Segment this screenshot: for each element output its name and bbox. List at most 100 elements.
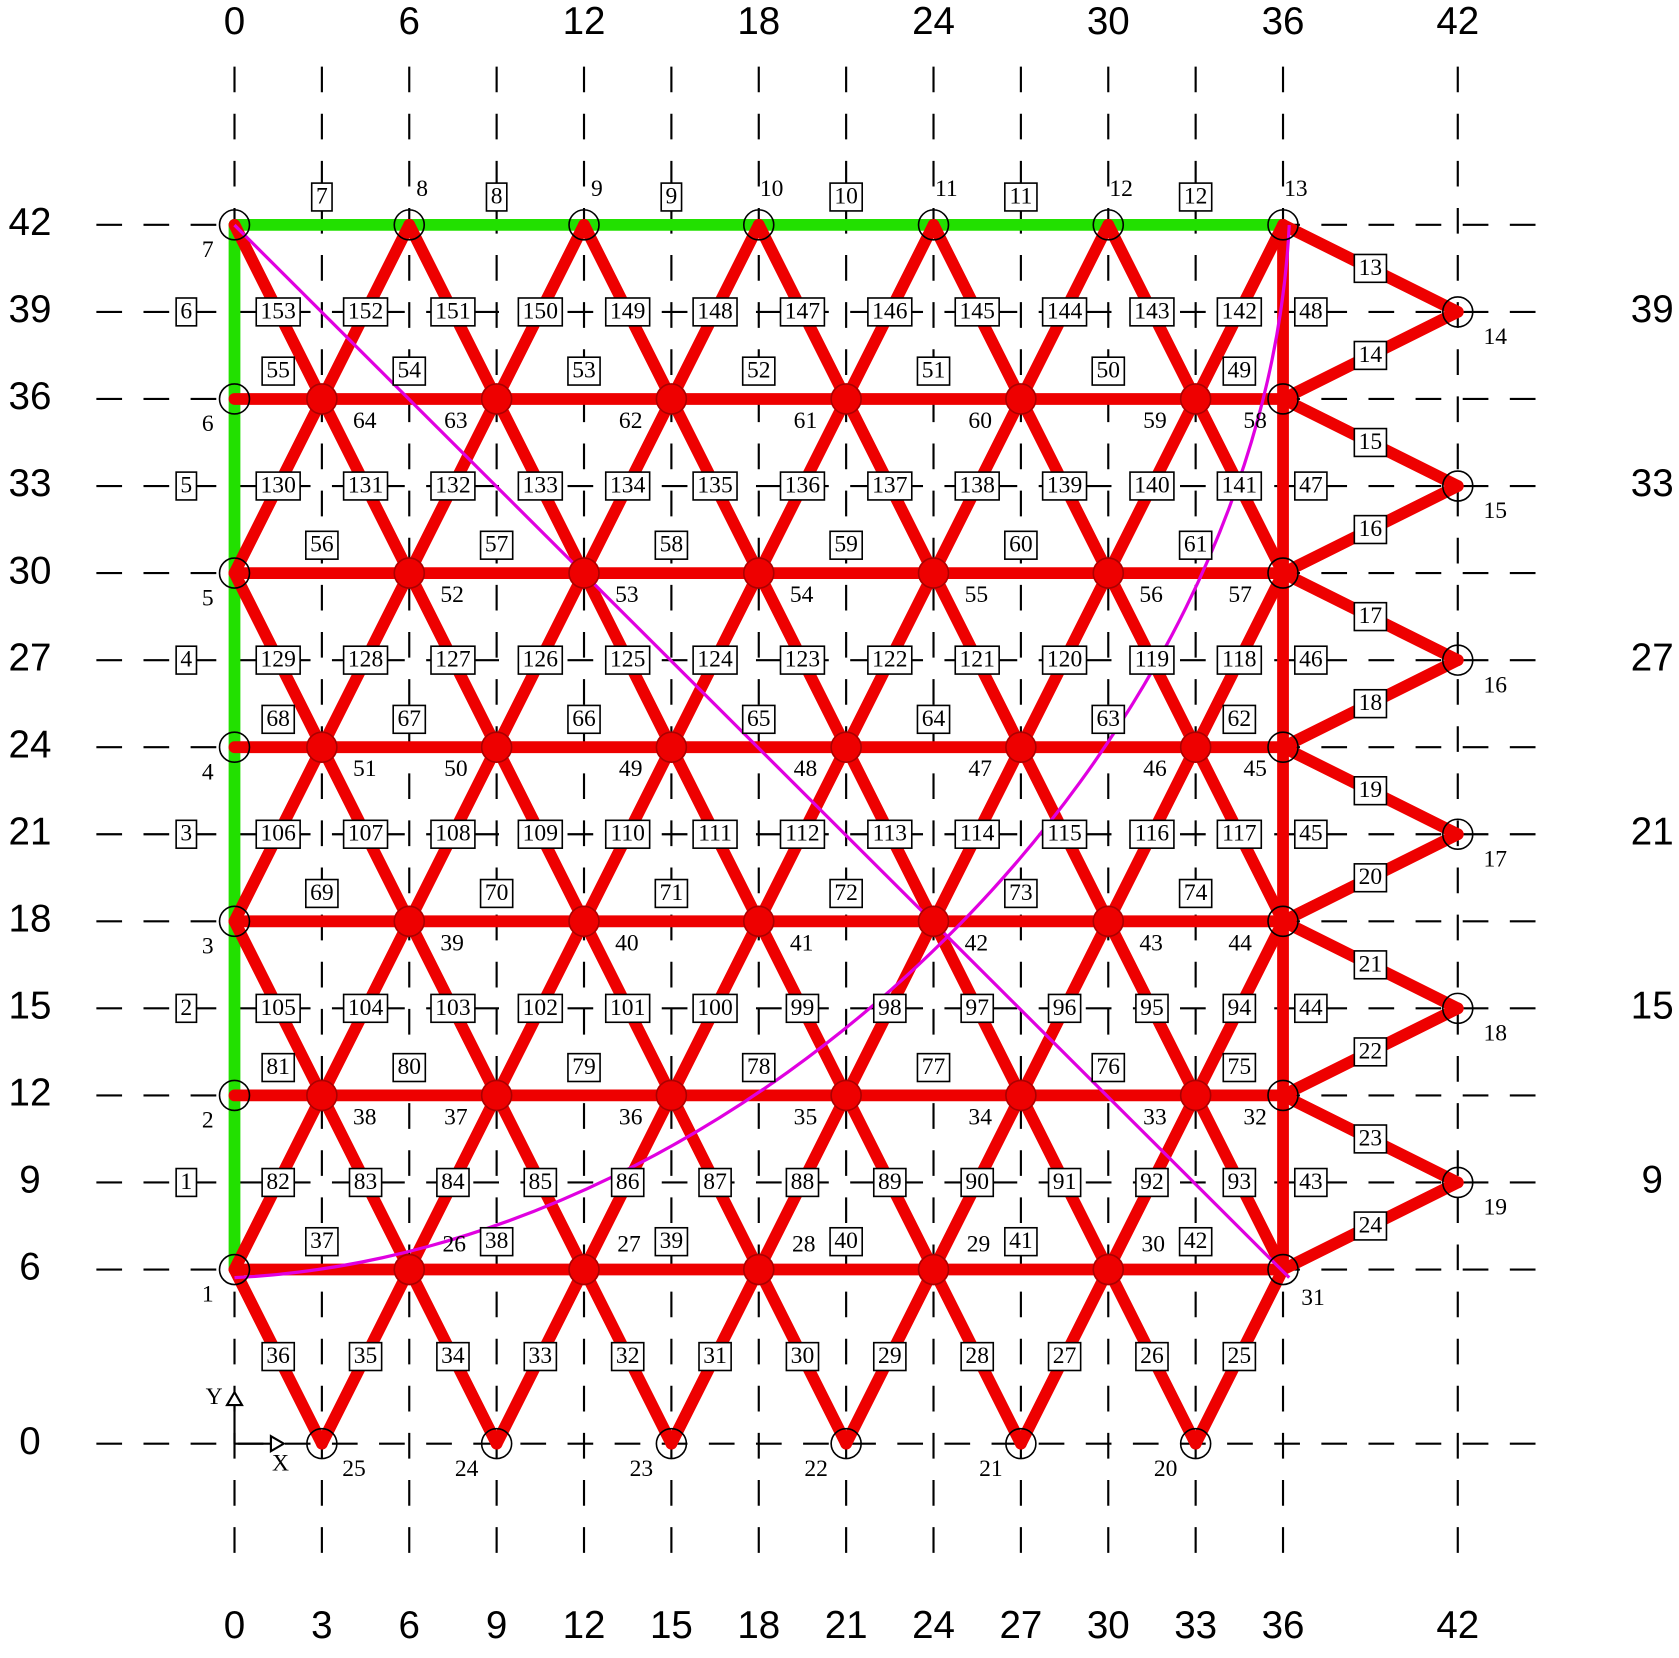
element-label-box: [567, 356, 601, 386]
node: [830, 383, 862, 415]
node: [655, 731, 688, 763]
element-label-box: [1047, 993, 1082, 1024]
x-tick-label: 12: [563, 0, 606, 43]
element-label-box: [517, 471, 564, 501]
element-label: 86: [616, 1169, 640, 1195]
element-label-box: [604, 471, 651, 501]
node-label: 21: [979, 1456, 1003, 1482]
element-label-box: [342, 645, 389, 675]
node: [742, 557, 775, 589]
element-label-box: [741, 704, 776, 735]
element-label-box: [867, 819, 913, 849]
node-label: 7: [202, 237, 214, 263]
element-label: 7: [316, 183, 328, 209]
element-label-box: [610, 1341, 645, 1372]
element-label: 46: [1299, 647, 1323, 673]
element-label: 54: [397, 358, 421, 384]
element-label-box: [1293, 993, 1328, 1024]
element-label: 4: [180, 647, 192, 673]
element-label: 147: [785, 298, 821, 324]
element-label: 97: [965, 995, 989, 1021]
element-label-box: [1353, 1124, 1388, 1154]
element-label: 50: [1096, 358, 1120, 384]
element-label: 76: [1096, 1054, 1120, 1080]
node-label: 38: [353, 1104, 377, 1130]
element-label: 127: [435, 647, 471, 673]
element-label: 84: [441, 1169, 465, 1195]
y-tick-label: 30: [9, 549, 52, 592]
element-label: 143: [1134, 298, 1169, 324]
element-label: 34: [441, 1343, 465, 1369]
element-label-box: [342, 819, 389, 849]
node: [1179, 383, 1212, 415]
node-label: 43: [1139, 930, 1163, 956]
element-label: 126: [523, 647, 559, 673]
node: [393, 209, 426, 241]
node: [1267, 383, 1299, 415]
node-label: 13: [1284, 176, 1308, 202]
element-label: 58: [660, 532, 684, 558]
element-label-box: [567, 704, 601, 735]
element-label-box: [517, 993, 564, 1024]
element-label: 72: [834, 880, 858, 906]
element-label: 57: [485, 532, 509, 558]
node-label: 23: [630, 1456, 654, 1482]
element-label-box: [698, 1167, 732, 1198]
y-tick-label: 33: [9, 462, 52, 505]
element-label: 56: [310, 532, 334, 558]
element-label: 144: [1047, 298, 1083, 324]
element-label: 64: [922, 706, 946, 732]
node: [306, 731, 338, 763]
element-label-box: [1041, 297, 1088, 327]
x-tick-label: 42: [1436, 1604, 1479, 1647]
node: [480, 383, 513, 415]
x-tick-label: 6: [399, 1604, 420, 1647]
element-label: 44: [1299, 995, 1323, 1021]
node-label: 31: [1301, 1285, 1325, 1311]
element-label-box: [1178, 182, 1213, 212]
element-label: 78: [747, 1054, 771, 1080]
element-label: 32: [616, 1343, 640, 1369]
node-label: 47: [968, 756, 992, 782]
element-label-box: [1178, 878, 1213, 909]
node-label: 55: [965, 582, 989, 608]
element-label: 8: [491, 183, 503, 209]
node: [218, 905, 251, 938]
node-label: 54: [790, 582, 814, 608]
element-label: 129: [261, 647, 296, 673]
element-label: 69: [310, 880, 334, 906]
element-label: 70: [485, 880, 509, 906]
element-label-box: [436, 1167, 470, 1198]
element-label-box: [954, 297, 1000, 327]
element-label-box: [479, 530, 514, 560]
element-label-box: [916, 704, 951, 735]
element-label: 123: [785, 647, 820, 673]
element-label-box: [1004, 1226, 1038, 1257]
node-label: 15: [1483, 498, 1507, 524]
element-label-box: [1353, 601, 1388, 632]
element-label-box: [872, 993, 907, 1024]
x-tick-label: 6: [399, 0, 420, 43]
element-label: 2: [180, 995, 192, 1021]
node: [1005, 1427, 1037, 1460]
element-label: 13: [1359, 255, 1383, 281]
element-label-box: [829, 530, 864, 560]
element-label: 68: [266, 706, 290, 732]
node-label: 18: [1483, 1021, 1507, 1047]
element-label-box: [1353, 427, 1388, 458]
element-label-box: [1047, 1167, 1082, 1198]
element-label-box: [954, 819, 1000, 849]
x-tick-label: 30: [1087, 1604, 1130, 1647]
y-tick-label: 27: [9, 636, 52, 679]
node: [218, 731, 251, 763]
element-label: 60: [1009, 532, 1033, 558]
element-label-box: [342, 297, 389, 327]
node-label: 24: [455, 1456, 479, 1482]
element-label-box: [1222, 356, 1257, 386]
element-label-box: [660, 182, 683, 212]
node: [1441, 1166, 1474, 1199]
element-label: 118: [1222, 647, 1256, 673]
element-label-box: [1129, 471, 1175, 501]
element-label: 36: [266, 1343, 290, 1369]
element-label-box: [1135, 1341, 1169, 1372]
